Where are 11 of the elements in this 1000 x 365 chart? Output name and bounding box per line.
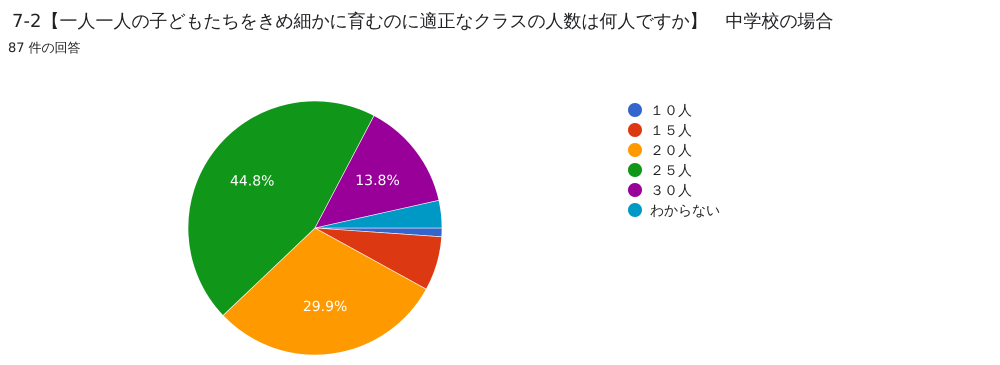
- legend-label: わからない: [650, 203, 720, 219]
- data-label: 13.8%: [355, 173, 400, 190]
- legend-label: １０人: [650, 103, 692, 119]
- data-label: 29.9%: [302, 299, 348, 316]
- legend-label: ３０人: [650, 183, 692, 199]
- legend-label: １５人: [650, 123, 692, 139]
- data-label: 44.8%: [230, 174, 274, 190]
- text: 87 件の回答: [8, 41, 81, 56]
- legend-label: ２０人: [650, 143, 692, 159]
- chart-title: 7-2【一人一人の子どもたちをきめ細かに育むのに適正なクラスの人数は何人ですか】 中学校の場合: [12, 11, 834, 32]
- legend-label: ２５人: [650, 163, 692, 179]
